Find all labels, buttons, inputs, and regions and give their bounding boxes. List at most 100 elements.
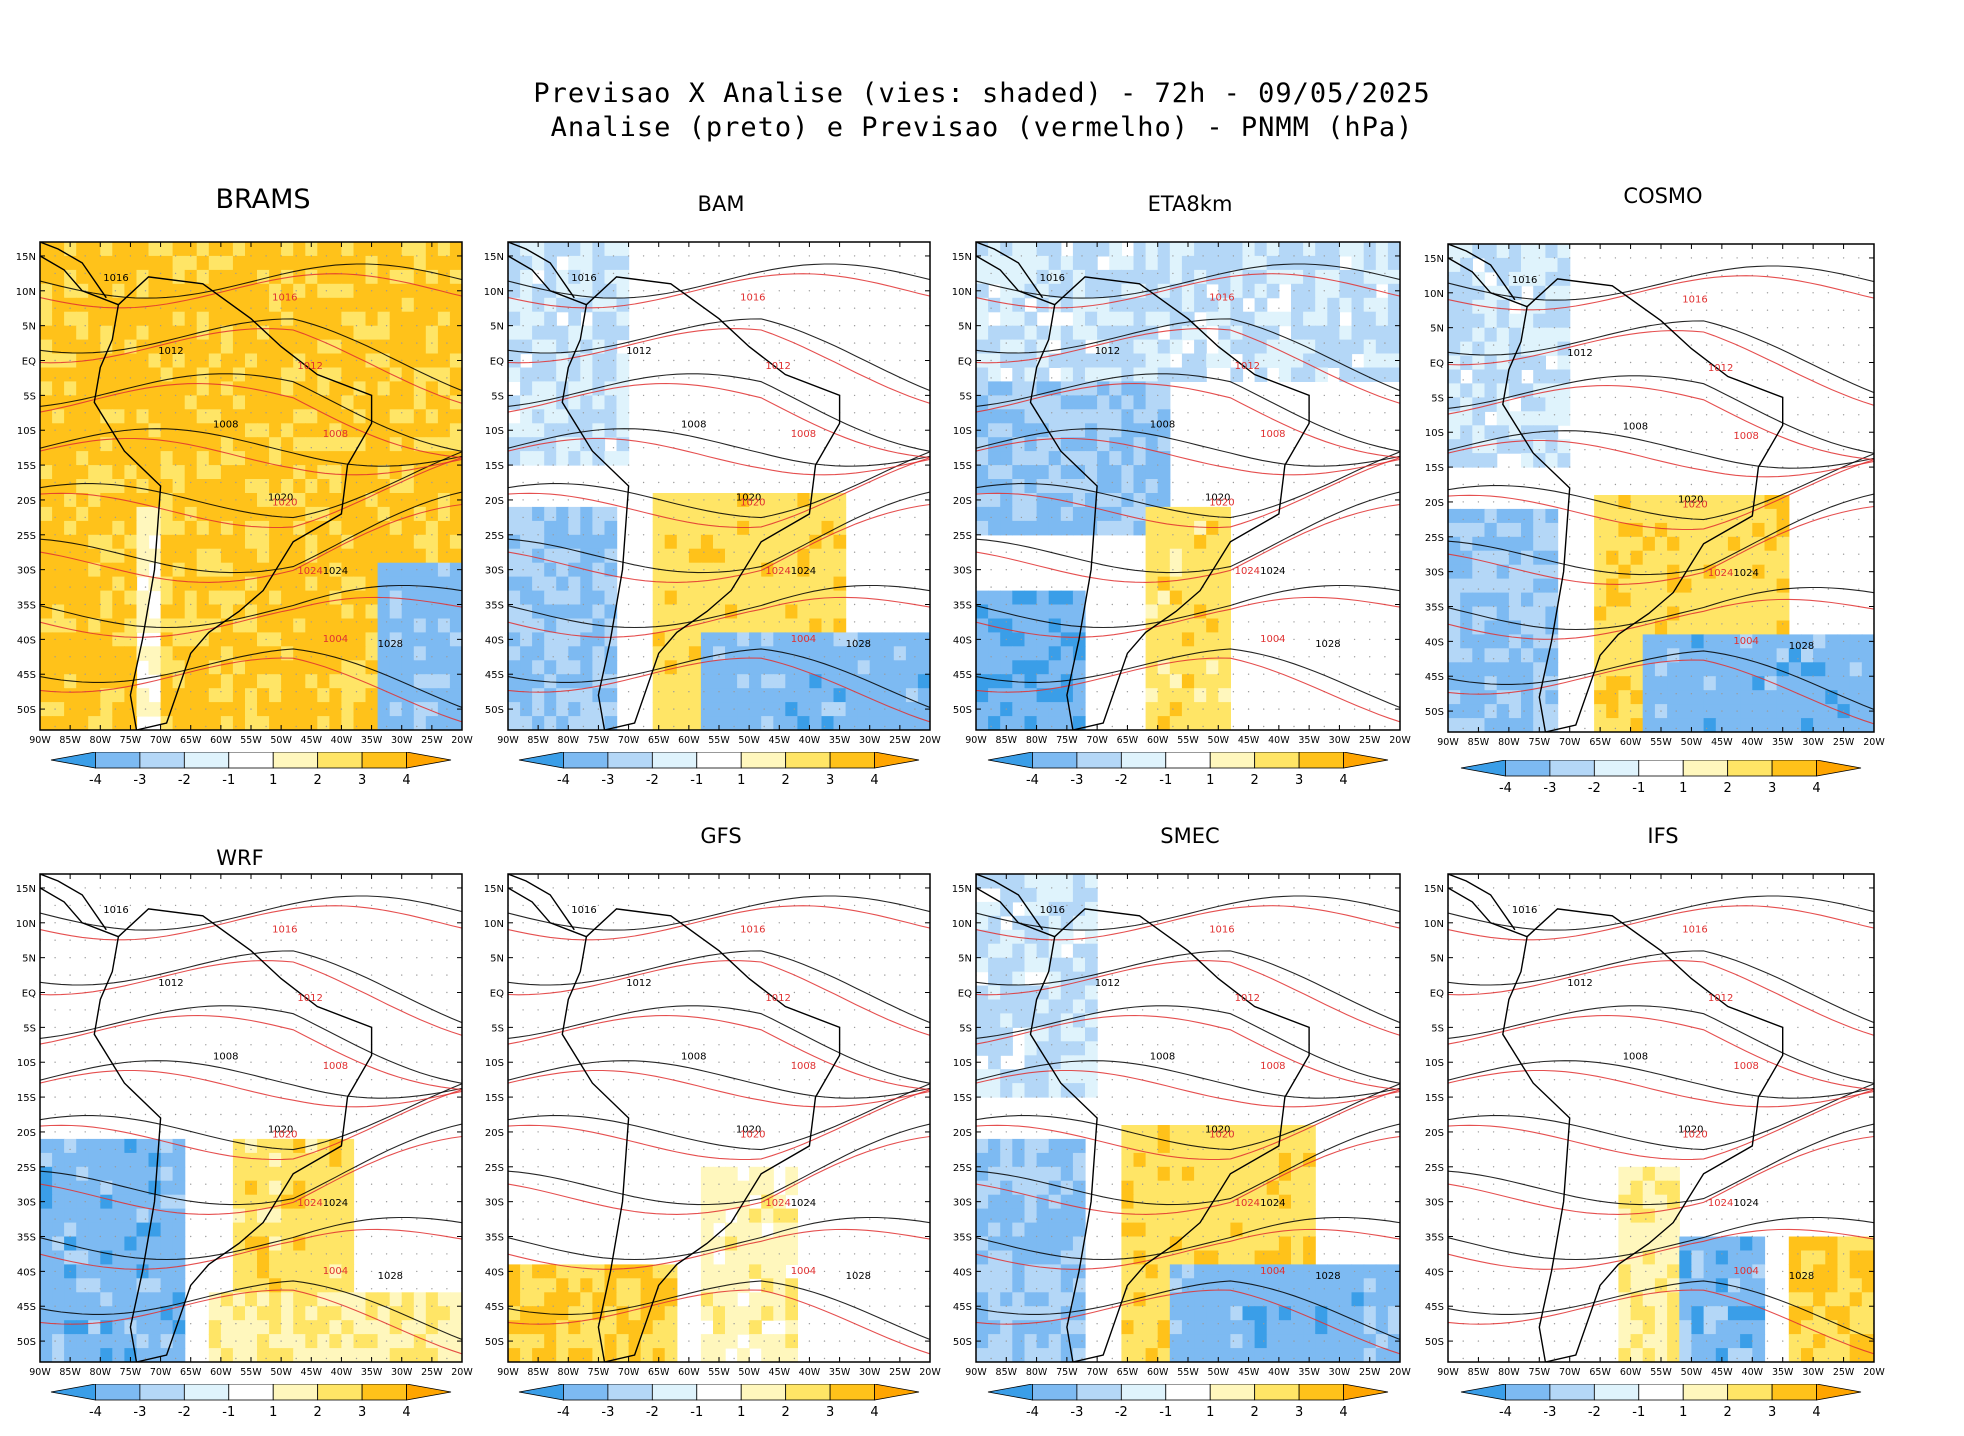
bias-cell [76, 562, 89, 578]
bias-cell [1254, 269, 1268, 285]
bias-cell [401, 632, 415, 647]
bias-cell [1387, 367, 1400, 382]
map-panel-bam: 1016101610121012100810081020102010241024… [484, 241, 941, 746]
bias-cell [1048, 985, 1062, 1000]
bias-cell [172, 381, 186, 396]
bias-cell [317, 1208, 330, 1224]
lat-tick-label: 40S [953, 1267, 972, 1278]
bias-cell [905, 646, 919, 661]
bias-cell [40, 1194, 53, 1210]
bias-cell [1000, 242, 1013, 257]
bias-cell [737, 548, 750, 564]
bias-cell [220, 367, 234, 382]
bias-cell [341, 353, 355, 368]
bias-cell [245, 297, 258, 313]
bias-cell [1181, 618, 1195, 633]
bias-cell [317, 1166, 330, 1182]
bias-cell [449, 423, 462, 438]
bias-cell [425, 297, 439, 313]
bias-cell [1484, 244, 1498, 259]
lat-tick-label: 25S [1425, 533, 1444, 544]
bias-cell [568, 548, 581, 564]
lon-tick-label: 35W [829, 735, 851, 746]
bias-cell [544, 339, 557, 355]
bias-cell [160, 451, 174, 466]
bias-cell [389, 423, 403, 438]
lat-tick-label: 35S [17, 601, 36, 612]
bias-cell [1000, 660, 1013, 675]
bias-cell [317, 534, 330, 550]
bias-cell [749, 506, 762, 522]
analysis-isobar [508, 451, 930, 519]
bias-cell [1752, 564, 1766, 580]
bias-cell [281, 409, 294, 424]
bias-cell [172, 255, 186, 271]
bias-cell [1521, 313, 1534, 329]
bias-cell [1825, 1278, 1839, 1293]
bias-cell [40, 409, 53, 424]
bias-cell [1000, 688, 1013, 703]
bias-cell [305, 242, 318, 257]
lat-tick-label: 15N [952, 884, 972, 895]
bias-cell [761, 1194, 774, 1210]
bias-cell [196, 702, 210, 717]
bias-cell [1825, 662, 1839, 677]
colorbar-label: 2 [1251, 773, 1259, 788]
bias-cell [580, 325, 593, 341]
bias-cell [341, 1264, 355, 1279]
lat-tick-label: 20S [485, 496, 504, 507]
bias-cell [1472, 662, 1486, 677]
bias-cell [208, 311, 222, 327]
bias-cell [1618, 1166, 1632, 1182]
bias-cell [281, 325, 294, 341]
bias-cell [64, 590, 77, 606]
bias-cell [604, 283, 618, 299]
bias-cell [220, 437, 234, 452]
bias-cell [1254, 1125, 1268, 1140]
bias-cell [1691, 620, 1705, 635]
bias-cell [1048, 660, 1062, 675]
bias-cell [1837, 676, 1851, 691]
bias-cell [64, 451, 77, 466]
bias-cell [100, 1348, 113, 1362]
bias-cell [1012, 1222, 1025, 1238]
bias-cell [148, 465, 162, 480]
bias-cell [1012, 1138, 1025, 1154]
bias-cell [437, 618, 451, 633]
colorbar-label: 1 [737, 1405, 745, 1420]
bias-cell [1048, 1264, 1062, 1279]
bias-cell [1000, 943, 1013, 959]
bias-cell [232, 1348, 246, 1362]
bias-cell [136, 1306, 150, 1321]
bias-cell [196, 311, 210, 327]
bias-cell [257, 423, 270, 438]
bias-cell [40, 618, 53, 633]
analysis-isobar [976, 1216, 1400, 1261]
bias-cell [700, 716, 714, 730]
lat-tick-label: 15N [484, 884, 504, 895]
lat-tick-label: 10S [953, 1058, 972, 1069]
bias-cell [1048, 887, 1062, 903]
bias-cell [688, 562, 702, 578]
bias-cell [245, 1306, 258, 1321]
bias-cell [1740, 1264, 1753, 1279]
bias-cell [1788, 1236, 1802, 1251]
bias-cell [1024, 1013, 1038, 1028]
colorbar-segment [272, 752, 319, 769]
bias-cell [761, 1306, 774, 1321]
bias-cell [1133, 493, 1147, 508]
analysis-isobar [1448, 586, 1874, 631]
lon-tick-label: 80W [1026, 1367, 1048, 1378]
bias-cell [1097, 297, 1110, 313]
bias-cell [245, 660, 258, 675]
bias-cell [269, 1264, 282, 1279]
bias-cell [1472, 606, 1486, 621]
bias-cell [437, 479, 451, 494]
bias-cell [1048, 255, 1062, 271]
bias-cell [1533, 522, 1546, 538]
bias-cell [305, 688, 318, 703]
bias-cell [1278, 1180, 1292, 1196]
bias-cell [1194, 716, 1207, 730]
bias-cell [1072, 943, 1086, 959]
bias-cell [1097, 325, 1110, 341]
